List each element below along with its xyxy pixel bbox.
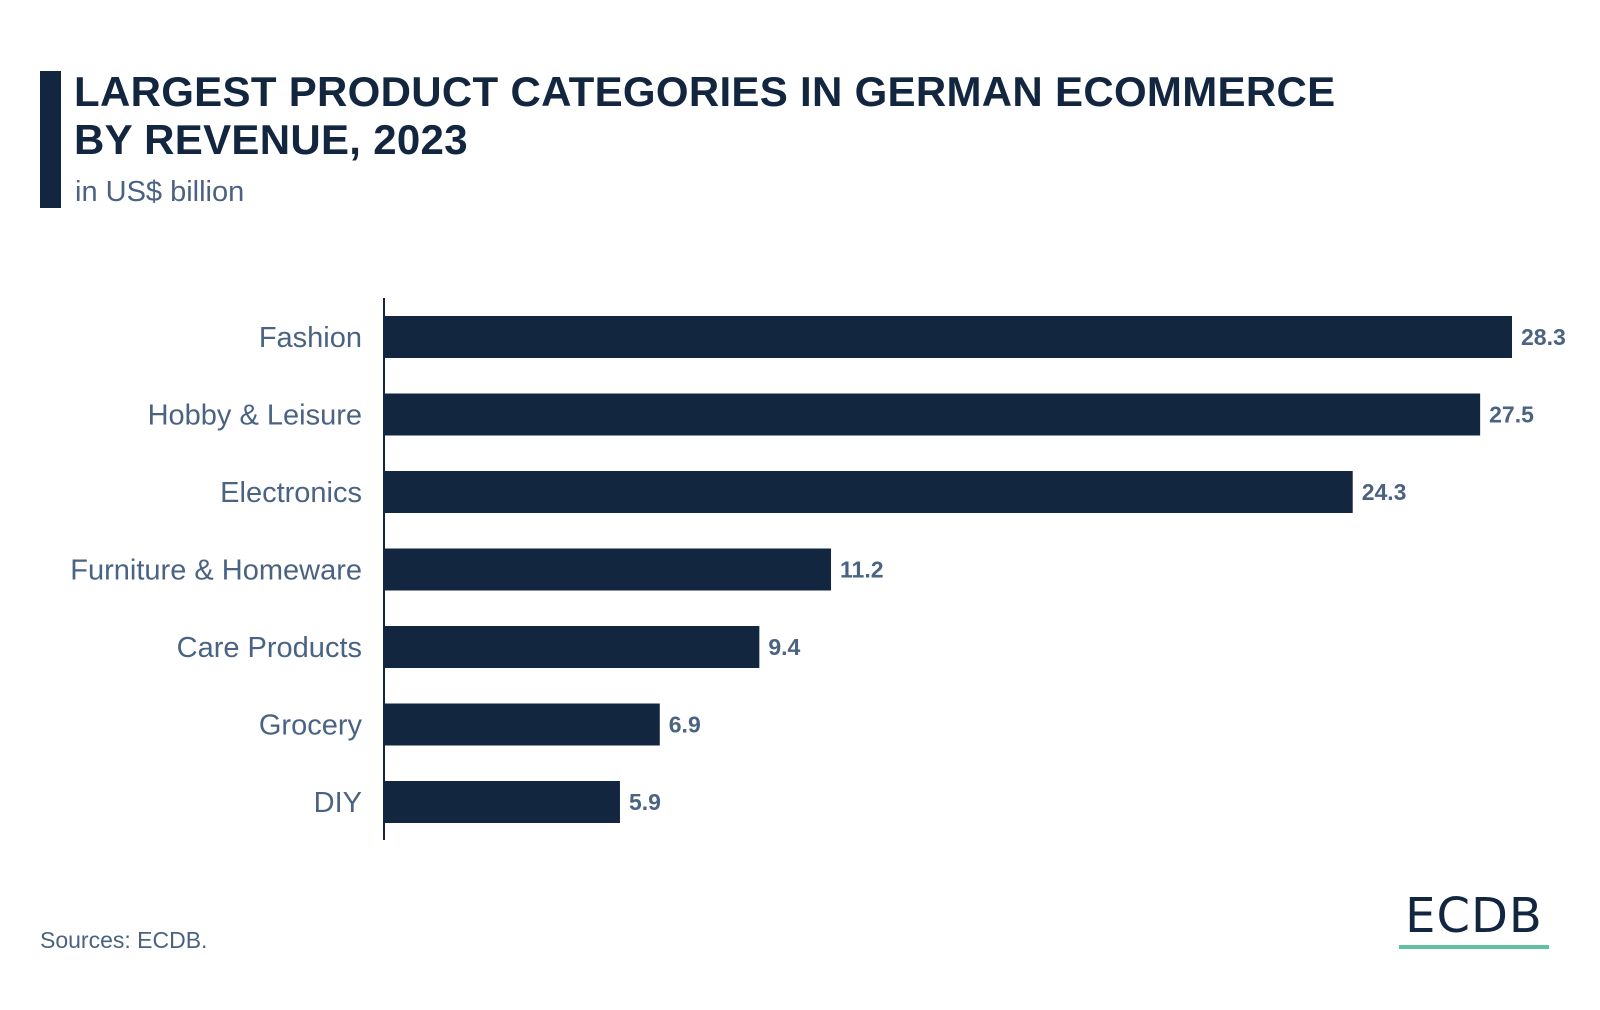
category-label: Hobby & Leisure	[148, 400, 362, 432]
chart-subtitle: in US$ billion	[75, 176, 245, 208]
bar	[385, 703, 660, 746]
category-label: Furniture & Homeware	[70, 555, 362, 587]
value-label: 9.4	[768, 634, 800, 660]
source-note: Sources: ECDB.	[40, 927, 208, 953]
category-label: Electronics	[220, 477, 362, 509]
bar-chart: Fashion 28.3 Hobby & Leisure 27.5 Electronic…	[70, 298, 1566, 840]
category-label: Fashion	[259, 322, 362, 354]
bar	[385, 781, 620, 823]
category-label: Grocery	[259, 710, 363, 742]
value-label: 6.9	[669, 712, 701, 738]
chart-title-line-1: LARGEST PRODUCT CATEGORIES IN GERMAN ECO…	[74, 68, 1336, 115]
value-label: 27.5	[1489, 402, 1534, 428]
chart-title-line-2: BY REVENUE, 2023	[74, 116, 468, 163]
bar	[385, 626, 760, 668]
value-label: 5.9	[629, 789, 661, 815]
chart-title: LARGEST PRODUCT CATEGORIES IN GERMAN ECO…	[74, 68, 1474, 164]
ecdb-logo-underline	[1399, 945, 1549, 949]
bar	[385, 393, 1481, 436]
bar	[385, 316, 1512, 358]
value-label: 11.2	[840, 557, 884, 583]
category-label: DIY	[314, 787, 362, 819]
value-label: 28.3	[1521, 324, 1566, 350]
bar	[385, 471, 1353, 513]
bar	[385, 548, 832, 591]
ecdb-logo-text: ECDB	[1405, 888, 1543, 944]
value-label: 24.3	[1362, 479, 1407, 505]
title-accent-bar	[40, 71, 61, 208]
category-label: Care Products	[177, 632, 362, 664]
ecdb-logo: ECDB	[1399, 888, 1549, 949]
